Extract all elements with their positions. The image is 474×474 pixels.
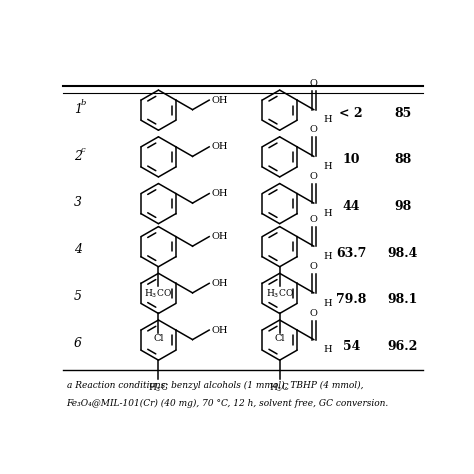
Text: 85: 85 [394, 107, 411, 119]
Text: H$_3$CO: H$_3$CO [266, 288, 293, 300]
Text: 98: 98 [394, 200, 411, 213]
Text: H: H [323, 209, 332, 218]
Text: H$_3$CO: H$_3$CO [145, 288, 173, 300]
Text: Fe₃O₄@MIL-101(Cr) (40 mg), 70 °C, 12 h, solvent free, GC conversion.: Fe₃O₄@MIL-101(Cr) (40 mg), 70 °C, 12 h, … [66, 399, 389, 409]
Text: O: O [310, 172, 318, 181]
Text: OH: OH [211, 189, 228, 198]
Text: O: O [310, 215, 318, 224]
Text: H: H [323, 115, 332, 124]
Text: O: O [310, 126, 318, 135]
Text: Cl: Cl [153, 334, 164, 343]
Text: 2: 2 [74, 150, 82, 163]
Text: 88: 88 [394, 153, 411, 166]
Text: 63.7: 63.7 [336, 247, 366, 260]
Text: OH: OH [211, 326, 228, 335]
Text: OH: OH [211, 96, 228, 105]
Text: 98.4: 98.4 [388, 247, 418, 260]
Text: H$_3$C: H$_3$C [148, 381, 169, 393]
Text: H: H [323, 252, 332, 261]
Text: O: O [310, 79, 318, 88]
Text: OH: OH [211, 142, 228, 151]
Text: H: H [323, 162, 332, 171]
Text: 54: 54 [343, 340, 360, 353]
Text: OH: OH [211, 232, 228, 241]
Text: H: H [323, 346, 332, 355]
Text: H$_3$C: H$_3$C [269, 381, 290, 393]
Text: O: O [310, 262, 318, 271]
Text: c: c [81, 146, 85, 154]
Text: OH: OH [211, 279, 228, 288]
Text: 96.2: 96.2 [388, 340, 418, 353]
Text: 1: 1 [74, 103, 82, 116]
Text: < 2: < 2 [339, 107, 363, 119]
Text: 3: 3 [74, 196, 82, 210]
Text: 4: 4 [74, 243, 82, 256]
Text: 6: 6 [74, 337, 82, 349]
Text: 44: 44 [343, 200, 360, 213]
Text: a Reaction conditions: benzyl alcohols (1 mmol), TBHP (4 mmol),: a Reaction conditions: benzyl alcohols (… [66, 381, 363, 390]
Text: 10: 10 [343, 153, 360, 166]
Text: H: H [323, 299, 332, 308]
Text: 5: 5 [74, 290, 82, 303]
Text: b: b [81, 99, 86, 107]
Text: O: O [310, 309, 318, 318]
Text: 79.8: 79.8 [336, 293, 366, 307]
Text: 98.1: 98.1 [388, 293, 418, 307]
Text: Cl: Cl [274, 334, 285, 343]
